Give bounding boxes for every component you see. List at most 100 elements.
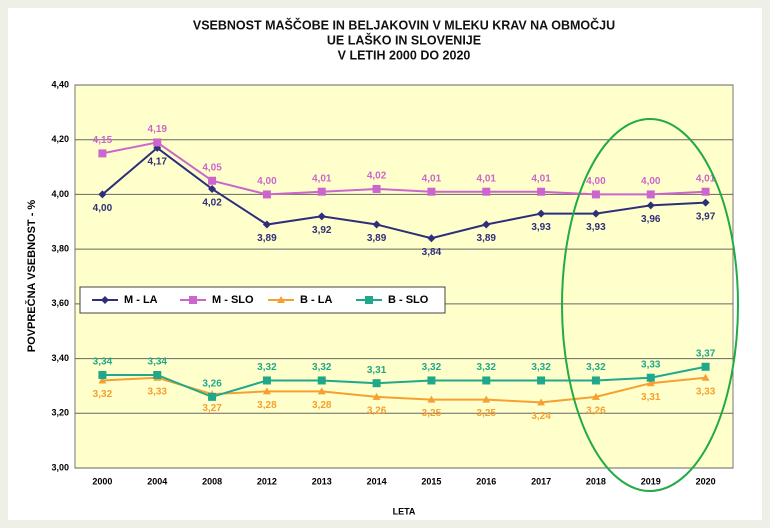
marker [537, 398, 546, 406]
marker [427, 395, 436, 403]
marker [646, 201, 655, 210]
y-tick-label: 4,20 [51, 134, 69, 144]
x-tick-label: 2008 [202, 476, 222, 486]
marker [98, 149, 107, 158]
y-tick-label: 3,20 [51, 408, 69, 418]
plot-layer: 3,00 3,20 3,40 3,60 3,80 4,00 4,20 4,40 2000 2004… [51, 79, 733, 486]
data-label: 3,34 [93, 357, 113, 368]
marker [262, 387, 271, 395]
x-tick-label: 2019 [641, 476, 661, 486]
marker [427, 376, 436, 385]
data-label: 3,27 [202, 403, 222, 414]
marker [372, 220, 381, 229]
data-label: 3,32 [531, 362, 551, 373]
marker [153, 370, 162, 379]
legend-marker [365, 296, 373, 304]
legend-label: M - SLO [212, 294, 254, 306]
marker [537, 376, 546, 385]
data-label: 3,32 [586, 362, 606, 373]
data-label: 3,32 [477, 362, 497, 373]
x-tick-label: 2018 [586, 476, 606, 486]
marker [537, 209, 546, 218]
series-line [102, 376, 706, 404]
chart-title: VSEBNOST MAŠČOBE IN BELJAKOVIN V MLEKU K… [193, 17, 615, 32]
marker [262, 220, 271, 229]
marker [98, 376, 107, 384]
y-tick-label: 3,00 [51, 462, 69, 472]
y-tick-label: 3,80 [51, 244, 69, 254]
marker [317, 187, 326, 196]
series-line [101, 146, 706, 240]
marker [317, 387, 326, 395]
data-label: 3,32 [312, 362, 332, 373]
x-tick-label: 2012 [257, 476, 277, 486]
data-label: 4,19 [148, 124, 168, 135]
plot-area [74, 84, 734, 469]
marker [646, 379, 655, 387]
y-tick-label: 3,40 [51, 353, 69, 363]
y-tick-label: 4,00 [51, 189, 69, 199]
y-axis-label: POVPREČNA VSEBNOST - % [25, 200, 38, 353]
marker [427, 234, 436, 243]
data-label: 3,24 [531, 411, 551, 422]
data-label: 4,01 [477, 173, 497, 184]
data-label: 3,96 [641, 214, 661, 225]
marker [372, 379, 381, 388]
data-label: 3,26 [202, 379, 222, 390]
marker [701, 187, 710, 196]
marker [537, 187, 546, 196]
data-label: 4,17 [148, 157, 168, 168]
data-label: 4,01 [696, 173, 716, 184]
data-label: 3,93 [531, 222, 551, 233]
x-tick-label: 2017 [531, 476, 551, 486]
x-tick-label: 2015 [421, 476, 441, 486]
data-label: 4,00 [257, 176, 277, 187]
marker [262, 190, 271, 199]
marker [98, 190, 107, 199]
marker [646, 190, 655, 199]
marker [427, 187, 436, 196]
x-tick-label: 2020 [696, 476, 716, 486]
data-label: 3,31 [367, 365, 387, 376]
data-label: 3,93 [586, 222, 606, 233]
highlight-ellipse [561, 118, 739, 492]
legend-marker [277, 296, 285, 303]
marker [153, 138, 162, 147]
data-label: 3,32 [93, 389, 113, 400]
marker [591, 392, 600, 400]
data-label: 3,26 [586, 406, 606, 417]
marker [208, 392, 217, 401]
marker [482, 187, 491, 196]
data-label: 3,28 [312, 400, 332, 411]
marker [208, 176, 217, 185]
data-label: 3,26 [367, 406, 387, 417]
marker [701, 373, 710, 381]
legend-label: B - LA [300, 294, 332, 306]
data-label: 3,33 [696, 386, 716, 397]
x-tick-label: 2000 [92, 476, 112, 486]
marker [482, 220, 491, 229]
marker [591, 376, 600, 385]
marker [317, 376, 326, 385]
data-label: 3,89 [257, 233, 277, 244]
y-tick-label: 4,40 [51, 79, 69, 89]
data-label: 3,33 [641, 359, 661, 370]
data-label: 3,89 [367, 233, 387, 244]
marker [646, 373, 655, 382]
marker [591, 190, 600, 199]
legend-items: M - LA M - SLO B - LA B - SLO [92, 294, 429, 306]
data-label: 3,32 [422, 362, 442, 373]
data-label: 3,25 [422, 408, 442, 419]
x-tick-label: 2013 [312, 476, 332, 486]
data-label: 4,00 [93, 203, 113, 214]
x-tick-label: 2014 [367, 476, 387, 486]
data-label: 3,37 [696, 348, 716, 359]
data-label: 4,01 [531, 173, 551, 184]
data-label: 3,28 [257, 400, 277, 411]
data-label: 3,84 [422, 247, 442, 258]
marker [372, 184, 381, 193]
legend [79, 286, 446, 314]
data-label: 4,00 [586, 176, 606, 187]
data-label: 3,31 [641, 392, 661, 403]
